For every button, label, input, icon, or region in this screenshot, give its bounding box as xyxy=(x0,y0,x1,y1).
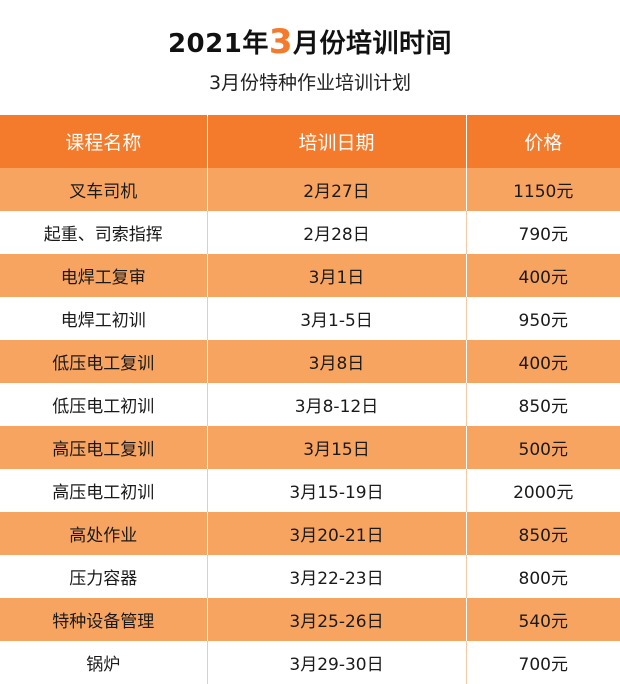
date-cell: 3月25-26日 xyxy=(206,598,466,641)
course-cell: 高处作业 xyxy=(0,512,207,555)
date-cell: 2月27日 xyxy=(206,168,466,211)
price-cell: 500元 xyxy=(465,426,620,469)
table-row: 叉车司机 2月27日 1150元 xyxy=(0,168,620,211)
course-cell: 高压电工初训 xyxy=(0,469,207,512)
course-cell: 低压电工复训 xyxy=(0,340,207,383)
date-cell: 2月28日 xyxy=(206,211,466,254)
training-schedule-table: 课程名称 培训日期 价格 叉车司机 2月27日 1150元 起重、司索指挥 2月28日 7… xyxy=(0,115,620,684)
price-cell: 850元 xyxy=(465,383,620,426)
date-cell: 3月1-5日 xyxy=(206,297,466,340)
table-row: 高压电工初训 3月15-19日 2000元 xyxy=(0,469,620,512)
table-body: 叉车司机 2月27日 1150元 起重、司索指挥 2月28日 790元 电焊工复审 3月1日 4… xyxy=(0,168,620,684)
table-row: 低压电工初训 3月8-12日 850元 xyxy=(0,383,620,426)
price-cell: 400元 xyxy=(465,340,620,383)
date-cell: 3月20-21日 xyxy=(206,512,466,555)
table-row: 高处作业 3月20-21日 850元 xyxy=(0,512,620,555)
price-cell: 800元 xyxy=(465,555,620,598)
course-cell: 高压电工复训 xyxy=(0,426,207,469)
price-cell: 2000元 xyxy=(465,469,620,512)
table-row: 高压电工复训 3月15日 500元 xyxy=(0,426,620,469)
column-header-date: 培训日期 xyxy=(206,115,466,168)
page-subtitle: 3月份特种作业培训计划 xyxy=(208,72,412,94)
table-row: 压力容器 3月22-23日 800元 xyxy=(0,555,620,598)
course-cell: 锅炉 xyxy=(0,641,207,684)
price-cell: 850元 xyxy=(465,512,620,555)
date-cell: 3月15日 xyxy=(206,426,466,469)
price-cell: 700元 xyxy=(465,641,620,684)
course-cell: 压力容器 xyxy=(0,555,207,598)
price-cell: 400元 xyxy=(465,254,620,297)
date-cell: 3月8日 xyxy=(206,340,466,383)
date-cell: 3月15-19日 xyxy=(206,469,466,512)
date-cell: 3月8-12日 xyxy=(206,383,466,426)
date-cell: 3月1日 xyxy=(206,254,466,297)
course-cell: 电焊工初训 xyxy=(0,297,207,340)
price-cell: 790元 xyxy=(465,211,620,254)
table-row: 电焊工初训 3月1-5日 950元 xyxy=(0,297,620,340)
course-cell: 电焊工复审 xyxy=(0,254,207,297)
price-cell: 540元 xyxy=(465,598,620,641)
price-cell: 1150元 xyxy=(465,168,620,211)
column-header-price: 价格 xyxy=(465,115,620,168)
course-cell: 起重、司索指挥 xyxy=(0,211,207,254)
date-cell: 3月22-23日 xyxy=(206,555,466,598)
title-rest: 月份培训时间 xyxy=(293,29,453,59)
date-cell: 3月29-30日 xyxy=(206,641,466,684)
title-year: 2021年 xyxy=(167,29,269,59)
table-row: 特种设备管理 3月25-26日 540元 xyxy=(0,598,620,641)
table-row: 起重、司索指挥 2月28日 790元 xyxy=(0,211,620,254)
course-cell: 低压电工初训 xyxy=(0,383,207,426)
table-row: 电焊工复审 3月1日 400元 xyxy=(0,254,620,297)
table-row: 低压电工复训 3月8日 400元 xyxy=(0,340,620,383)
table-header-row: 课程名称 培训日期 价格 xyxy=(0,115,620,168)
title-month-highlight: 3 xyxy=(268,22,294,62)
page-title: 2021年3月份培训时间 xyxy=(0,24,620,61)
table-row: 锅炉 3月29-30日 700元 xyxy=(0,641,620,684)
price-cell: 950元 xyxy=(465,297,620,340)
course-cell: 特种设备管理 xyxy=(0,598,207,641)
course-cell: 叉车司机 xyxy=(0,168,207,211)
column-header-course: 课程名称 xyxy=(0,115,207,168)
